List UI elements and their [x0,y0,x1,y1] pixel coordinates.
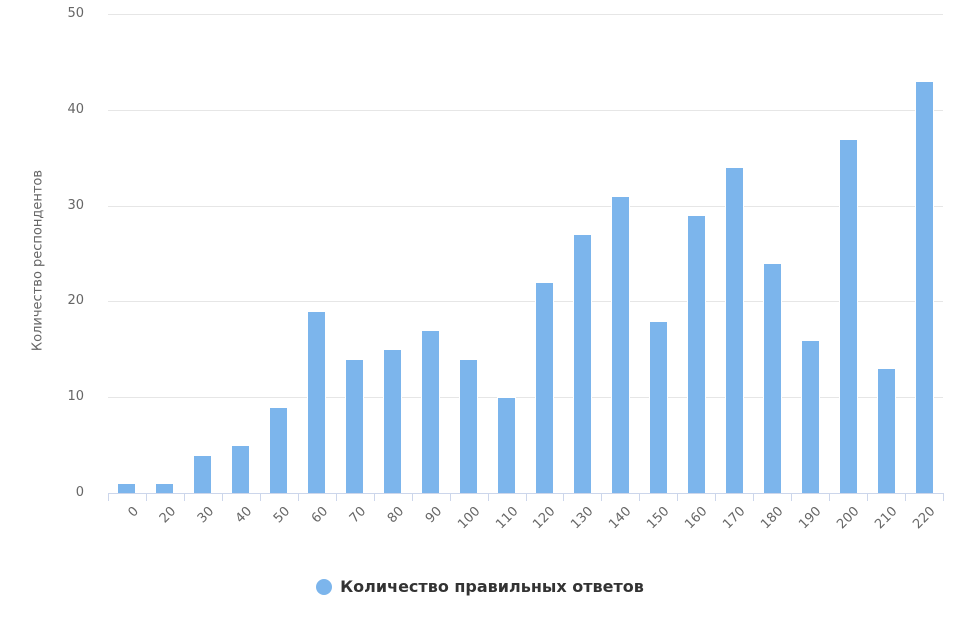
x-axis-label: 40 [233,504,256,527]
x-axis-tick [412,494,413,501]
x-axis-label: 110 [493,504,522,533]
x-axis-tick [753,494,754,501]
x-axis-tick [488,494,489,501]
x-axis-tick [146,494,147,501]
x-axis-label: 160 [682,504,711,533]
x-axis-tick [905,494,906,501]
bar-200[interactable] [839,139,858,493]
bar-40[interactable] [231,445,250,493]
x-axis-label: 130 [568,504,597,533]
bar-190[interactable] [801,340,820,493]
x-axis-label: 20 [157,504,180,527]
x-axis-label: 100 [455,504,484,533]
bar-130[interactable] [573,234,592,493]
x-axis-tick [791,494,792,501]
bar-160[interactable] [687,215,706,493]
bar-90[interactable] [421,330,440,493]
bar-180[interactable] [763,263,782,493]
bar-20[interactable] [155,483,174,493]
x-axis-label: 0 [125,504,142,521]
x-axis-tick [943,494,944,501]
bar-0[interactable] [117,483,136,493]
bar-30[interactable] [193,455,212,493]
legend-marker-icon [316,579,333,595]
bar-80[interactable] [383,349,402,493]
x-axis-tick [374,494,375,501]
y-axis-tick-label: 50 [67,6,84,21]
x-axis-label: 60 [309,504,332,527]
bar-70[interactable] [345,359,364,493]
bar-170[interactable] [725,167,744,493]
x-axis-label: 210 [872,504,901,533]
x-axis-tick [639,494,640,501]
y-axis-tick-label: 10 [67,389,84,404]
legend-label: Количество правильных ответов [340,577,644,596]
x-axis-label: 120 [530,504,559,533]
x-axis-tick [450,494,451,501]
y-axis-tick-label: 40 [67,102,84,117]
x-axis-label: 50 [271,504,294,527]
x-axis-tick [260,494,261,501]
y-axis-tick-label: 30 [67,198,84,213]
bar-140[interactable] [611,196,630,493]
bar-120[interactable] [535,282,554,493]
bar-210[interactable] [877,368,896,493]
bar-60[interactable] [307,311,326,493]
bar-50[interactable] [269,407,288,493]
y-axis-tick-label: 0 [75,485,84,500]
legend-item-series[interactable]: Количество правильных ответов [316,577,644,597]
x-axis-label: 150 [644,504,673,533]
y-axis-tick-label: 20 [67,293,84,308]
x-axis-label: 170 [720,504,749,533]
gridline [108,397,943,398]
x-axis-tick [715,494,716,501]
x-axis-tick [298,494,299,501]
gridline [108,206,943,207]
legend: Количество правильных ответов [0,577,960,597]
x-axis-tick [829,494,830,501]
x-axis-label: 140 [606,504,635,533]
x-axis-label: 200 [834,504,863,533]
x-axis-tick [108,494,109,501]
x-axis-tick [526,494,527,501]
x-axis-line [108,493,944,494]
y-axis-title: Количество респондентов [30,169,46,352]
x-axis-tick [222,494,223,501]
x-axis-label: 180 [758,504,787,533]
gridline [108,14,943,15]
bar-150[interactable] [649,321,668,493]
x-axis-label: 30 [195,504,218,527]
bar-220[interactable] [915,81,934,493]
x-axis-tick [677,494,678,501]
x-axis-tick [563,494,564,501]
x-axis-tick [184,494,185,501]
x-axis-tick [601,494,602,501]
x-axis-label: 190 [796,504,825,533]
gridline [108,301,943,302]
bar-110[interactable] [497,397,516,493]
x-axis-label: 220 [910,504,939,533]
x-axis-label: 90 [423,504,446,527]
gridline [108,110,943,111]
x-axis-tick [867,494,868,501]
bar-100[interactable] [459,359,478,493]
x-axis-label: 80 [385,504,408,527]
x-axis-label: 70 [347,504,370,527]
x-axis-tick [336,494,337,501]
